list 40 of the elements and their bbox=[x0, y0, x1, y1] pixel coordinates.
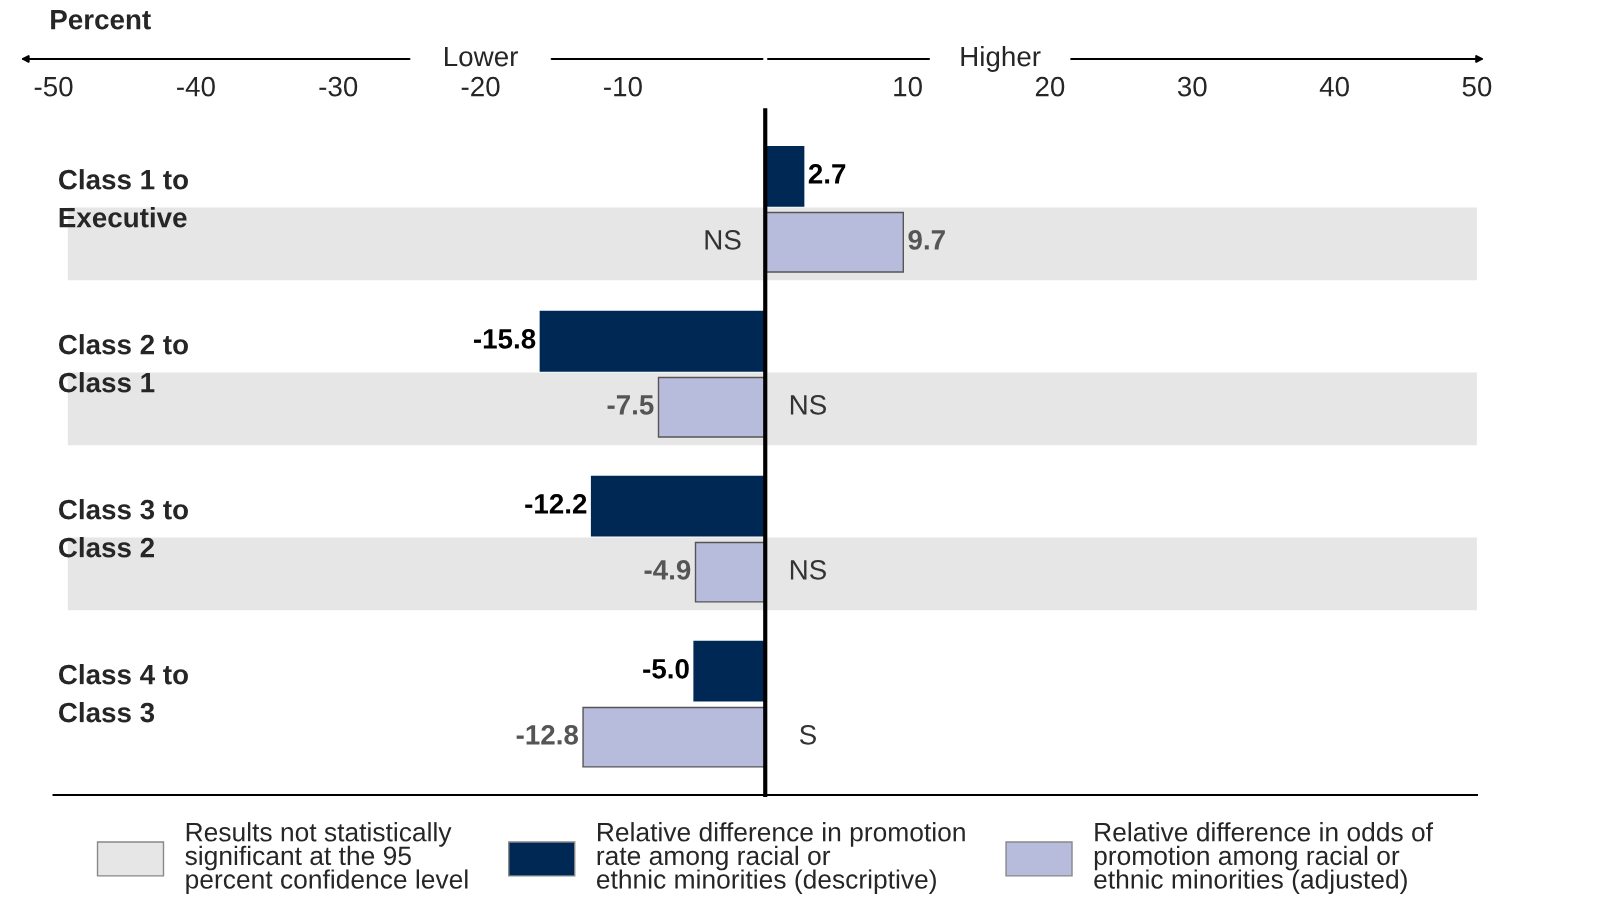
x-tick-label: 50 bbox=[1462, 76, 1492, 97]
text: Higher bbox=[961, 45, 1041, 72]
bar bbox=[764, 211, 905, 273]
annotation: NS bbox=[790, 395, 826, 415]
x-tick-label: 40 bbox=[1319, 76, 1349, 97]
y-tick-label: Class 3 to Class 2 bbox=[58, 499, 188, 558]
annotation: NS bbox=[705, 230, 741, 250]
y-tick-label: Class 4 to Class 3 bbox=[58, 664, 188, 723]
x-tick-label: -20 bbox=[461, 76, 500, 97]
data-label: -4.9 bbox=[644, 560, 691, 580]
legend-label: Relative difference in promotion rate among racial or ethnic minorities (descriptive) bbox=[596, 822, 965, 894]
bar bbox=[693, 640, 766, 702]
y-tick-label: Class 2 to Class 1 bbox=[58, 334, 188, 393]
data-label: -12.8 bbox=[516, 724, 579, 745]
x-tick-label: 20 bbox=[1035, 76, 1065, 97]
text: Lower bbox=[445, 47, 518, 67]
data-label: 2.7 bbox=[808, 164, 846, 184]
x-axis-title: Percent bbox=[51, 10, 151, 30]
bar bbox=[582, 706, 766, 768]
x-tick-label: -10 bbox=[604, 76, 642, 97]
annotation: NS bbox=[790, 560, 826, 580]
legend-label: Results not statistically significant at the 95 percent confidence level bbox=[185, 822, 468, 894]
legend-label: Relative difference in odds of promotion among racial or ethnic minorities (adjusted) bbox=[1094, 822, 1434, 894]
data-label: -15.8 bbox=[473, 329, 536, 349]
bar bbox=[694, 541, 766, 603]
bar bbox=[764, 145, 805, 207]
data-label: -12.2 bbox=[525, 494, 587, 514]
data-label: -5.0 bbox=[643, 658, 689, 679]
x-tick-label: 10 bbox=[894, 76, 922, 97]
x-tick-label: -30 bbox=[319, 76, 358, 97]
y-tick-label: Class 1 to Executive bbox=[58, 169, 188, 228]
annotation: S bbox=[799, 724, 816, 745]
data-label: -7.5 bbox=[607, 395, 654, 415]
x-tick-label: 30 bbox=[1177, 76, 1207, 97]
bar bbox=[590, 475, 766, 537]
x-tick-label: -50 bbox=[34, 76, 73, 97]
bar bbox=[657, 376, 766, 438]
bar bbox=[539, 310, 766, 372]
x-tick-label: -40 bbox=[177, 76, 215, 97]
data-label: 9.7 bbox=[908, 230, 945, 250]
